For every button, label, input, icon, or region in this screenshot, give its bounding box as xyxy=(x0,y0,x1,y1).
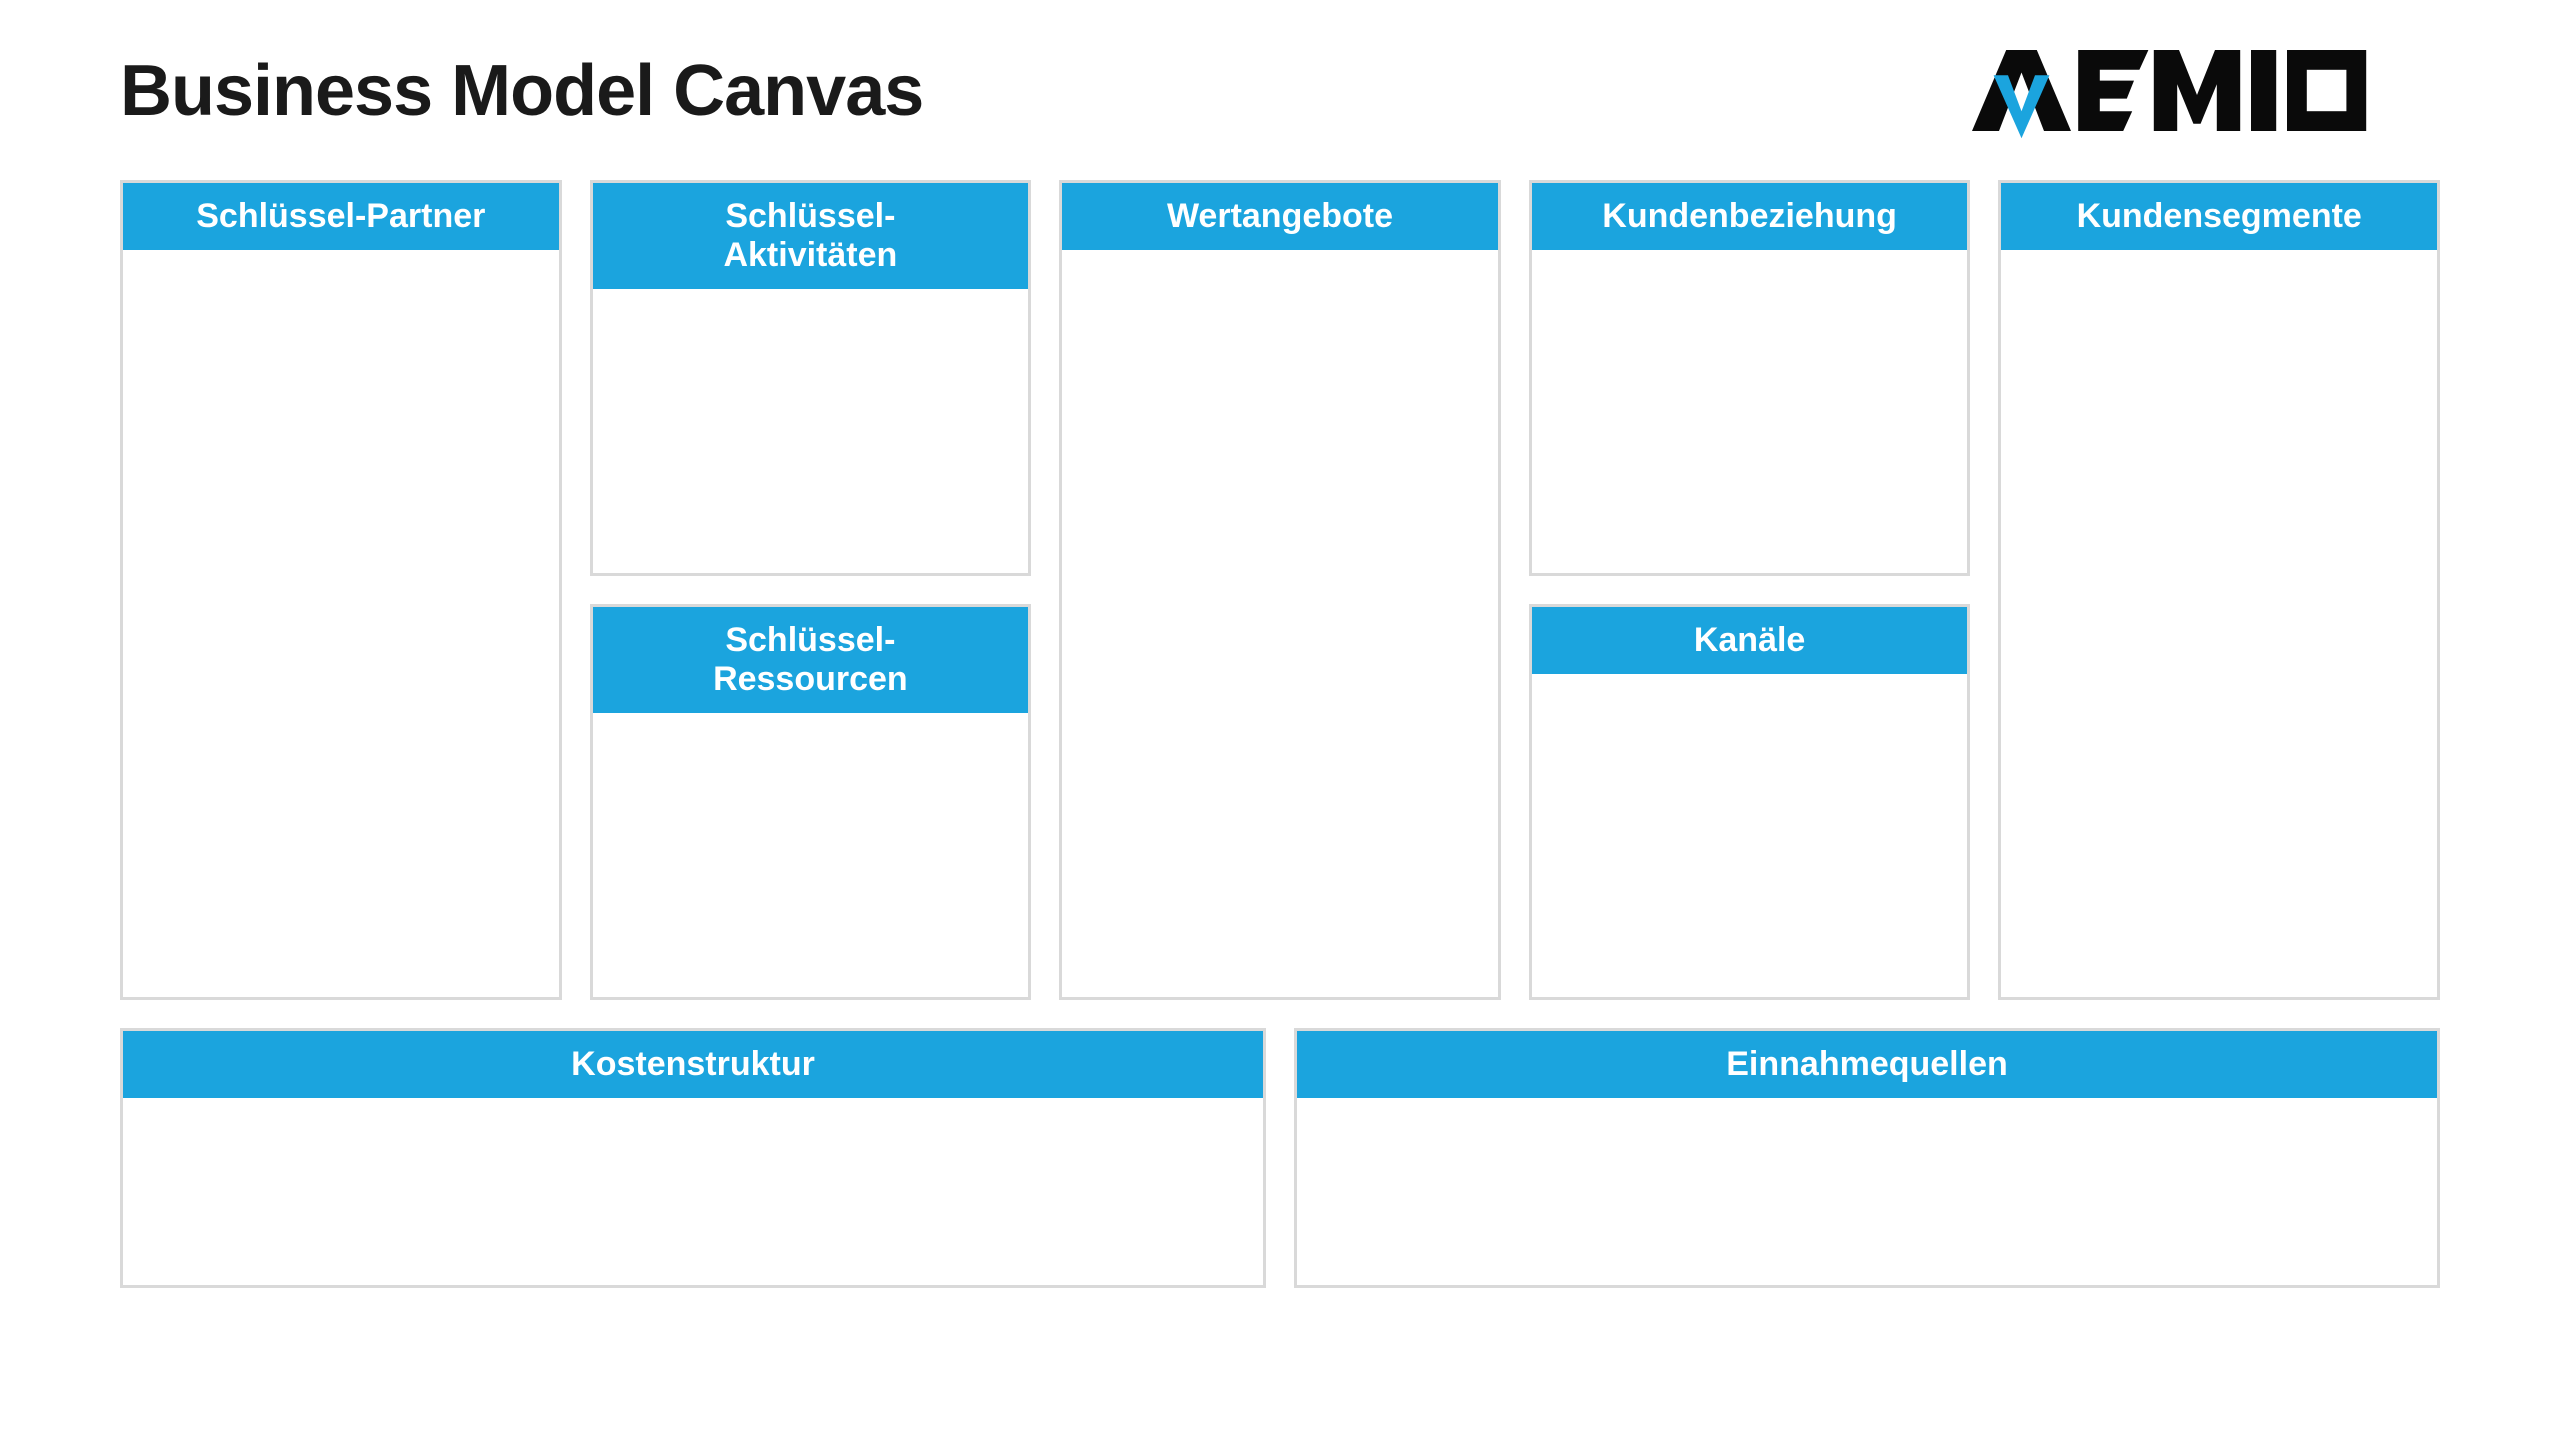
bmc-top-grid: Schlüssel-Partner Schlüssel-Aktivitäten … xyxy=(120,180,2440,1000)
box-body-cost-structure xyxy=(123,1098,1263,1285)
box-header-value-propositions: Wertangebote xyxy=(1062,183,1498,250)
page-title: Business Model Canvas xyxy=(120,50,923,132)
box-body-key-partners xyxy=(123,250,559,997)
box-cost-structure: Kostenstruktur xyxy=(120,1028,1266,1288)
col-2: Schlüssel-Aktivitäten Schlüssel-Ressourc… xyxy=(590,180,1032,1000)
box-header-key-resources: Schlüssel-Ressourcen xyxy=(593,607,1029,713)
col-4: Kundenbeziehung Kanäle xyxy=(1529,180,1971,1000)
box-header-customer-relationships: Kundenbeziehung xyxy=(1532,183,1968,250)
box-revenue-streams: Einnahmequellen xyxy=(1294,1028,2440,1288)
box-header-revenue-streams: Einnahmequellen xyxy=(1297,1031,2437,1098)
box-body-customer-segments xyxy=(2001,250,2437,997)
box-header-key-activities: Schlüssel-Aktivitäten xyxy=(593,183,1029,289)
box-body-key-activities xyxy=(593,289,1029,573)
box-value-propositions: Wertangebote xyxy=(1059,180,1501,1000)
bmc-bottom-grid: Kostenstruktur Einnahmequellen xyxy=(120,1028,2440,1288)
box-body-customer-relationships xyxy=(1532,250,1968,573)
box-key-partners: Schlüssel-Partner xyxy=(120,180,562,1000)
box-customer-segments: Kundensegmente xyxy=(1998,180,2440,1000)
box-customer-relationships: Kundenbeziehung xyxy=(1529,180,1971,576)
box-key-resources: Schlüssel-Ressourcen xyxy=(590,604,1032,1000)
box-body-key-resources xyxy=(593,713,1029,997)
box-body-value-propositions xyxy=(1062,250,1498,997)
box-header-cost-structure: Kostenstruktur xyxy=(123,1031,1263,1098)
box-key-activities: Schlüssel-Aktivitäten xyxy=(590,180,1032,576)
header: Business Model Canvas xyxy=(120,50,2440,140)
logo-avemio xyxy=(1972,50,2440,140)
box-header-key-partners: Schlüssel-Partner xyxy=(123,183,559,250)
box-header-customer-segments: Kundensegmente xyxy=(2001,183,2437,250)
box-header-channels: Kanäle xyxy=(1532,607,1968,674)
box-body-channels xyxy=(1532,674,1968,997)
box-body-revenue-streams xyxy=(1297,1098,2437,1285)
box-channels: Kanäle xyxy=(1529,604,1971,1000)
